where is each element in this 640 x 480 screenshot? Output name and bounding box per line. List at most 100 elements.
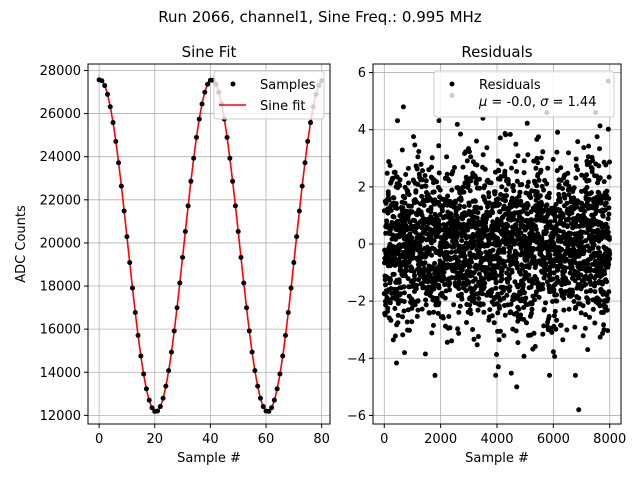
residual-point xyxy=(514,310,520,316)
residual-point xyxy=(501,203,507,209)
residual-point xyxy=(402,195,408,201)
residuals-xtick-label: 6000 xyxy=(537,432,570,447)
residual-point xyxy=(436,300,442,306)
residual-point xyxy=(457,203,463,209)
residual-point xyxy=(482,166,488,172)
residual-point xyxy=(444,339,450,345)
residual-point xyxy=(457,303,463,309)
sample-point xyxy=(235,228,241,234)
residual-point xyxy=(601,322,607,328)
residual-point xyxy=(473,174,479,180)
residual-point xyxy=(416,149,422,154)
residual-point xyxy=(388,277,393,283)
residual-point xyxy=(503,198,508,203)
residual-point xyxy=(585,261,591,267)
residual-point xyxy=(513,328,519,334)
residual-point xyxy=(597,303,603,309)
residual-point xyxy=(493,279,499,285)
residual-point xyxy=(508,301,514,307)
sample-point xyxy=(104,91,110,97)
residual-point xyxy=(603,200,609,206)
residual-point xyxy=(467,307,473,313)
residual-point xyxy=(440,203,446,209)
residual-point xyxy=(492,189,498,195)
residual-point xyxy=(409,235,415,241)
residual-point xyxy=(606,196,612,201)
sample-point xyxy=(288,285,294,291)
residual-point xyxy=(415,181,421,187)
sine-fit-ytick-label: 20000 xyxy=(40,236,81,251)
residuals-panel: Residuals 0 2000 4000 6000 8000 −6 −4 −2 0 2 4 6 Sa… xyxy=(347,43,626,466)
sample-point xyxy=(252,368,258,374)
residual-point xyxy=(560,214,566,220)
residual-point xyxy=(596,163,602,169)
residual-point xyxy=(484,216,489,221)
residual-point xyxy=(607,251,613,257)
residual-point xyxy=(545,165,551,171)
residual-point xyxy=(600,213,606,219)
residual-point xyxy=(504,193,510,199)
residual-point xyxy=(550,157,556,162)
residual-point xyxy=(606,205,612,211)
residual-point xyxy=(564,179,570,185)
residual-point xyxy=(504,292,510,298)
residual-point xyxy=(477,176,482,182)
residual-point xyxy=(495,310,501,316)
residual-point xyxy=(605,225,610,231)
residual-point xyxy=(482,183,488,189)
sample-point xyxy=(141,371,147,377)
sample-point xyxy=(166,368,172,374)
residual-point xyxy=(465,182,471,188)
residual-point xyxy=(461,189,467,195)
residual-point xyxy=(591,242,597,248)
sample-point xyxy=(274,386,280,392)
legend-residuals-stats: μ = -0.0, σ = 1.44 xyxy=(478,95,596,110)
residual-point xyxy=(573,175,579,181)
residual-point xyxy=(578,272,584,278)
sample-point xyxy=(132,310,138,316)
residual-point xyxy=(606,211,612,217)
residuals-series xyxy=(381,78,613,413)
residual-point xyxy=(496,168,502,174)
residual-point xyxy=(498,174,504,180)
residual-point xyxy=(496,201,502,207)
residual-outlier-point xyxy=(576,407,582,413)
residual-point xyxy=(393,201,399,206)
residual-point xyxy=(528,311,534,316)
residuals-xtick-label: 4000 xyxy=(480,432,513,447)
residual-point xyxy=(398,244,404,250)
residual-point xyxy=(502,259,508,265)
residual-point xyxy=(533,165,539,171)
residual-point xyxy=(396,279,402,285)
residual-point xyxy=(516,193,522,199)
residual-point xyxy=(558,322,564,328)
residual-point xyxy=(463,288,469,294)
residual-point xyxy=(566,280,572,286)
sine-fit-xtick-label: 60 xyxy=(258,432,275,447)
residual-point xyxy=(486,200,492,206)
residuals-ytick-label: 0 xyxy=(358,238,366,253)
residual-point xyxy=(406,327,412,333)
residual-point xyxy=(392,333,398,339)
residual-point xyxy=(397,177,403,183)
residual-point xyxy=(395,118,400,124)
residual-point xyxy=(401,290,407,296)
residual-point xyxy=(491,320,497,326)
sample-point xyxy=(291,260,297,266)
residual-point xyxy=(521,158,527,164)
residual-point xyxy=(474,215,480,221)
residual-point xyxy=(544,239,550,245)
residual-point xyxy=(423,178,429,184)
residual-point xyxy=(474,342,480,348)
residual-point xyxy=(394,360,399,366)
residual-point xyxy=(597,123,603,129)
residual-point xyxy=(395,312,401,318)
residual-point xyxy=(513,222,519,228)
residual-point xyxy=(525,183,530,189)
residual-point xyxy=(564,200,570,206)
residual-point xyxy=(533,289,539,295)
residual-point xyxy=(514,169,520,174)
residuals-legend-box xyxy=(433,70,615,118)
sample-point xyxy=(146,397,152,403)
sine-fit-xtick-label: 0 xyxy=(95,432,103,447)
